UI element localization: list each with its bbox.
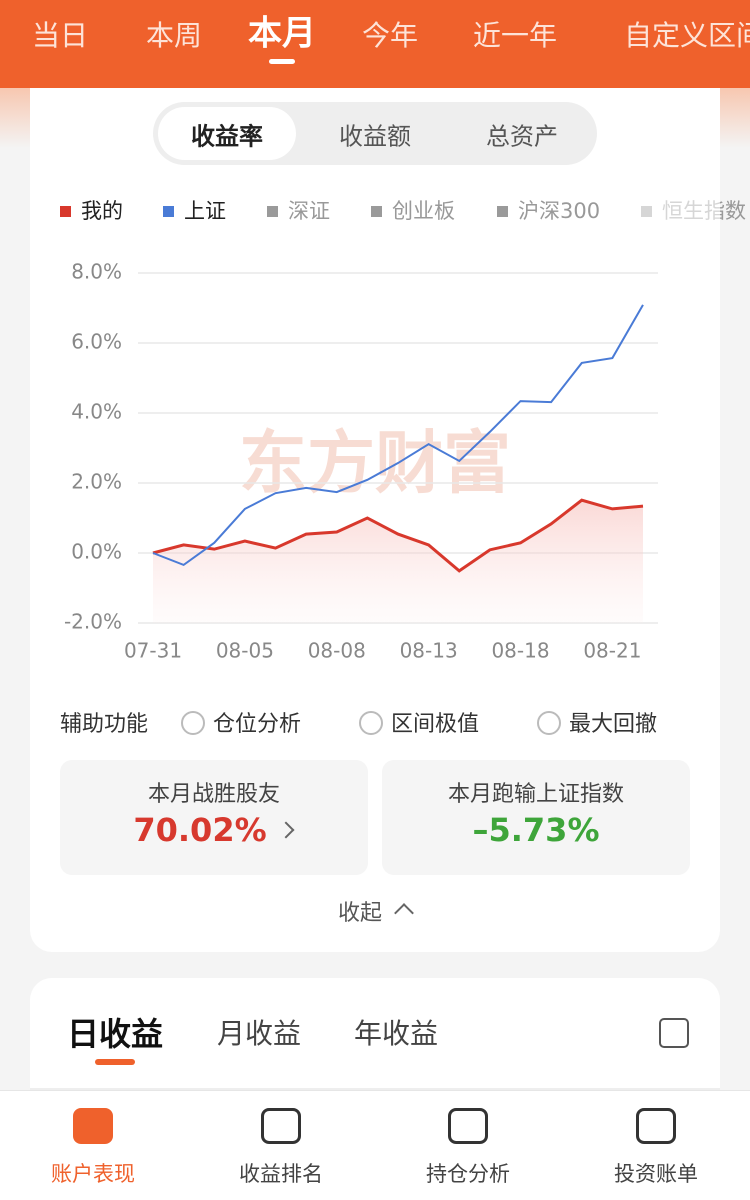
stat-value: –5.73%	[472, 811, 600, 849]
nav-icon[interactable]	[261, 1108, 301, 1144]
x-tick-label: 08-05	[216, 639, 274, 663]
legend-label: 沪深300	[518, 199, 600, 223]
legend-swatch	[497, 206, 508, 217]
legend-swatch	[371, 206, 382, 217]
legend-label: 上证	[184, 199, 226, 223]
share-icon[interactable]	[659, 1018, 689, 1048]
metric-active-bg	[158, 107, 296, 160]
x-tick-label: 08-08	[308, 639, 366, 663]
period-tab[interactable]: 近一年	[472, 19, 558, 52]
x-tick-label: 07-31	[124, 639, 182, 663]
line	[152, 304, 644, 567]
period-tab[interactable]: 本周	[145, 19, 203, 52]
stat-title: 本月战胜股友	[147, 782, 281, 807]
legend-swatch	[60, 206, 71, 217]
x-tick-label: 08-21	[583, 639, 641, 663]
period-tab[interactable]: 本月	[248, 13, 316, 54]
divider	[30, 1088, 720, 1090]
line	[152, 498, 644, 573]
y-tick-label: 4.0%	[71, 400, 122, 424]
watermark: 东方财富	[239, 425, 511, 504]
stat-value: 70.02%	[133, 811, 267, 849]
tab-indicator	[269, 59, 295, 64]
nav-icon[interactable]	[448, 1108, 488, 1144]
nav-label[interactable]: 持仓分析	[426, 1162, 510, 1186]
nav-label[interactable]: 账户表现	[51, 1162, 135, 1186]
legend-label: 我的	[81, 199, 123, 223]
header: 当日 本周 本月 今年 近一年 自定义区间	[0, 0, 750, 88]
stat-card	[382, 760, 690, 875]
nav-label[interactable]: 投资账单	[614, 1162, 698, 1186]
income-tab[interactable]: 月收益	[216, 1017, 302, 1050]
stat-card	[60, 760, 368, 875]
nav-icon[interactable]	[73, 1108, 113, 1144]
legend-swatch	[163, 206, 174, 217]
legend-label: 创业板	[392, 199, 455, 223]
stat-title: 本月跑输上证指数	[447, 782, 625, 807]
nav-icon[interactable]	[636, 1108, 676, 1144]
income-tab[interactable]: 年收益	[353, 1017, 439, 1050]
period-tab[interactable]: 当日	[31, 19, 89, 52]
x-tick-label: 08-18	[491, 639, 549, 663]
area	[153, 500, 643, 623]
metric-tab[interactable]: 总资产	[486, 122, 558, 151]
legend-fade	[640, 190, 720, 234]
aux-option[interactable]: 区间极值	[391, 712, 480, 737]
y-tick-label: 6.0%	[71, 330, 122, 354]
aux-option[interactable]: 最大回撤	[569, 712, 658, 737]
income-tab[interactable]: 日收益	[66, 1015, 164, 1053]
y-tick-label: 8.0%	[71, 260, 122, 284]
radio[interactable]	[359, 711, 383, 735]
radio[interactable]	[181, 711, 205, 735]
collapse[interactable]: 收起	[337, 901, 383, 926]
x-tick-label: 08-13	[400, 639, 458, 663]
period-tab[interactable]: 自定义区间	[624, 19, 750, 52]
metric-tab[interactable]: 收益率	[191, 122, 263, 151]
metric-tab[interactable]: 收益额	[339, 122, 411, 151]
income-indicator	[95, 1059, 135, 1065]
chart: 东方财富 -2.0% 0.0% 2.0% 4.0% 6.0% 8.0% 07-31 08-05 0…	[60, 190, 746, 663]
radio[interactable]	[537, 711, 561, 735]
bottom-nav: 账户表现 收益排名 持仓分析 投资账单	[0, 1090, 750, 1200]
y-tick-label: -2.0%	[64, 610, 122, 634]
aux-option[interactable]: 仓位分析	[213, 712, 302, 737]
nav-label[interactable]: 收益排名	[239, 1162, 323, 1186]
aux-label: 辅助功能	[60, 712, 149, 737]
legend-label: 深证	[288, 199, 330, 223]
legend-swatch	[267, 206, 278, 217]
period-tab[interactable]: 今年	[361, 19, 419, 52]
y-tick-label: 2.0%	[71, 470, 122, 494]
y-tick-label: 0.0%	[71, 540, 122, 564]
